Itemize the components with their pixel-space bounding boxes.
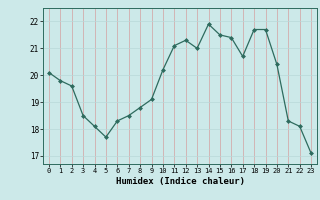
X-axis label: Humidex (Indice chaleur): Humidex (Indice chaleur) [116, 177, 244, 186]
